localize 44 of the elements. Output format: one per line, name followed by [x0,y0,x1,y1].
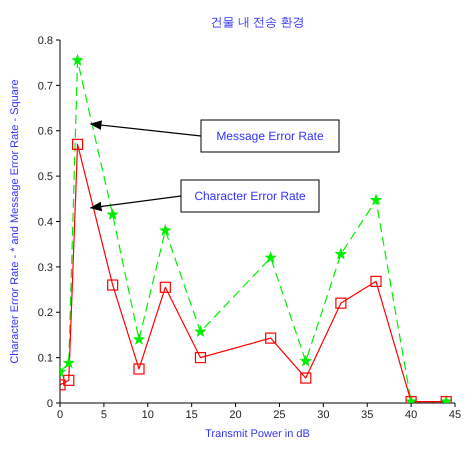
point [133,363,145,375]
annotation: Message Error Rate [216,129,324,143]
x-tick-label: 10 [142,408,154,421]
point [72,138,84,150]
x-tick-label: 0 [56,408,64,421]
point [334,248,347,260]
y-tick-label: 0.3 [38,262,53,274]
point [264,252,277,263]
x-tick-label: 5 [100,408,107,421]
point [159,224,172,236]
point [72,54,84,66]
y-tick-label: 0.4 [38,216,53,228]
point [63,374,74,386]
y-tick-label: 0.6 [38,126,53,138]
point [335,298,346,309]
x-tick-label: 40 [404,408,418,421]
x-tick-label: 15 [186,408,198,421]
chart-title: 건물 내 전송 환경 [210,15,305,29]
point [194,352,206,364]
annotation: Character Error Rate [194,189,306,203]
y-axis-title: Character Error Rate - * and Message Error Rate - Square [8,79,21,364]
point [62,356,75,368]
y-tick-label: 0.2 [38,307,53,320]
point [107,279,118,291]
y-tick-label: 0.8 [38,34,53,47]
x-tick-label: 20 [229,408,242,421]
x-tick-label: 25 [273,408,286,421]
point [106,208,119,220]
y-tick-label: 0.7 [38,80,53,92]
point [370,276,382,287]
point [194,326,206,337]
y-tick-label: 0 [46,398,53,410]
point [133,333,145,345]
point [265,332,276,344]
point [160,282,171,293]
point [370,194,382,206]
x-tick-label: 35 [361,408,374,421]
point [300,355,312,366]
point [300,372,312,384]
y-tick-label: 0.5 [38,171,53,184]
x-tick-label: 45 [448,408,462,421]
y-tick-label: 0.1 [38,352,53,365]
x-axis-title: Transmit Power in dB [205,428,310,440]
x-tick-label: 30 [317,408,330,421]
